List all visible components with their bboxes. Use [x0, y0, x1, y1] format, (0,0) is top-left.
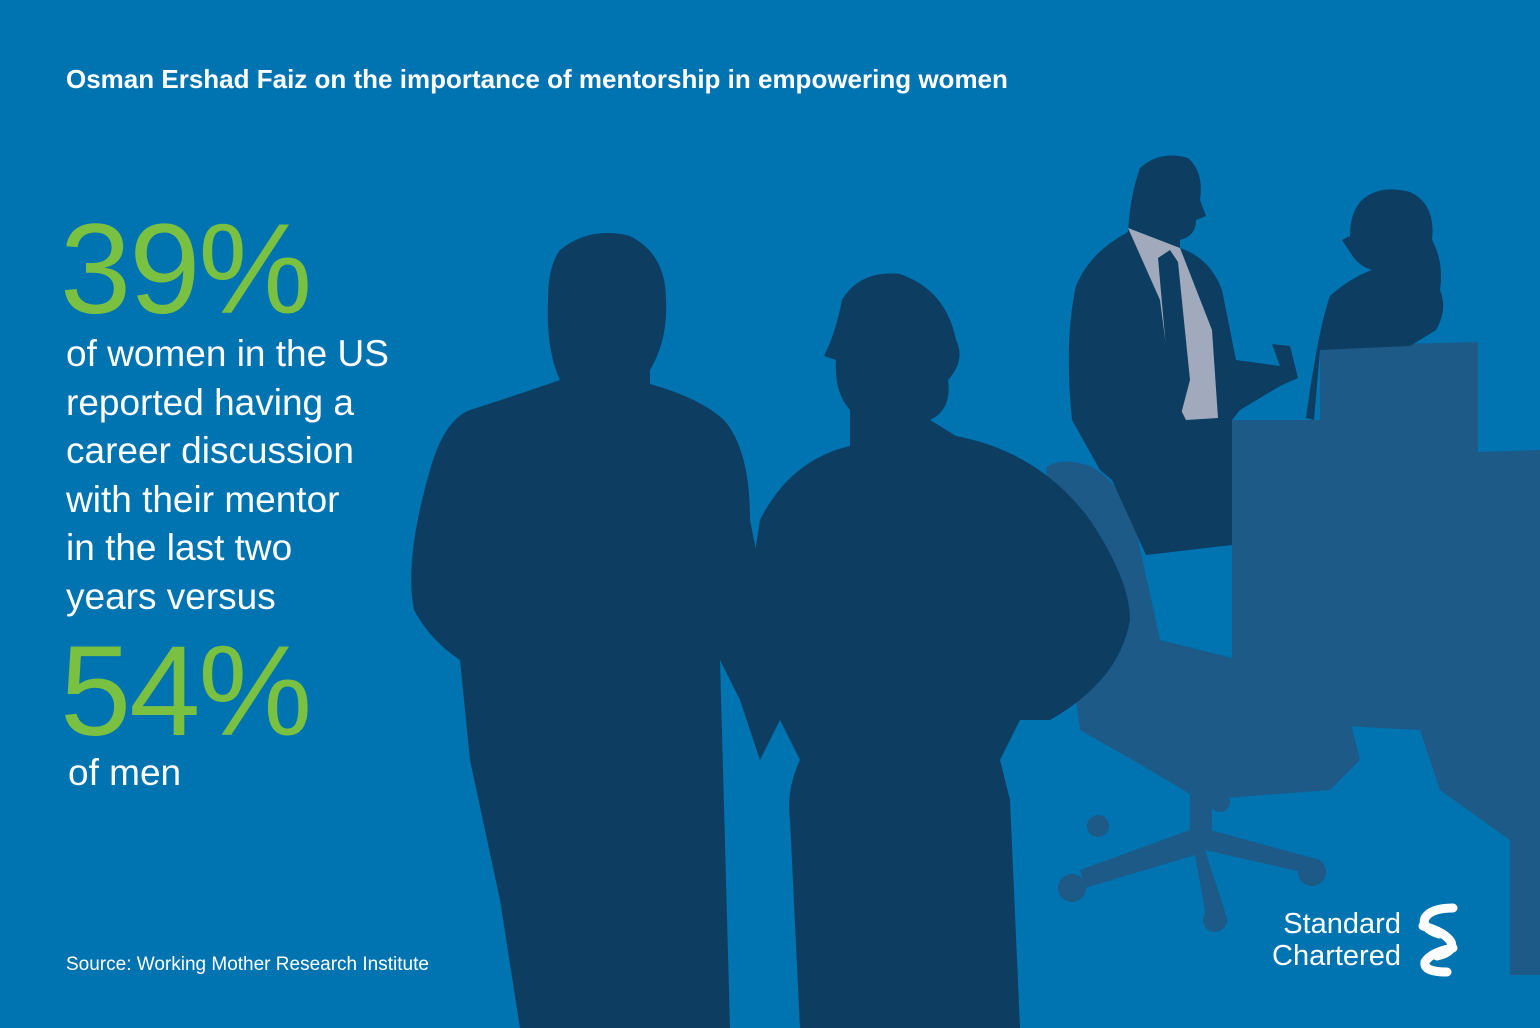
description-line: years versus [66, 575, 276, 617]
women-mentor-percentage: 39% [60, 198, 312, 341]
statistic-description: of women in the US reported having a car… [66, 330, 389, 621]
seated-woman-silhouette [1306, 189, 1444, 420]
description-line: of women in the US [66, 333, 389, 374]
brand-name-line1: Standard [1283, 908, 1401, 940]
men-mentor-percentage: 54% [60, 620, 312, 763]
description-line: in the last two [66, 527, 293, 568]
page-title: Osman Ershad Faiz on the importance of m… [66, 64, 1008, 94]
desk-silhouette [1232, 342, 1540, 975]
source-citation: Source: Working Mother Research Institut… [66, 954, 429, 975]
description-line: reported having a [66, 381, 354, 423]
brand-lockup: Standard Chartered [1272, 902, 1463, 978]
men-label: of men [68, 752, 182, 793]
standard-chartered-logo-icon [1418, 903, 1458, 977]
description-line: career discussion [66, 430, 354, 471]
description-line: with their mentor [66, 478, 340, 520]
brand-name: Standard Chartered [1272, 908, 1401, 972]
man-silhouette [411, 233, 784, 1028]
woman-silhouette [740, 273, 1130, 1028]
standing-man-silhouette [1068, 155, 1298, 556]
brand-name-line2: Chartered [1272, 940, 1401, 972]
office-chair-silhouette [1046, 461, 1360, 932]
